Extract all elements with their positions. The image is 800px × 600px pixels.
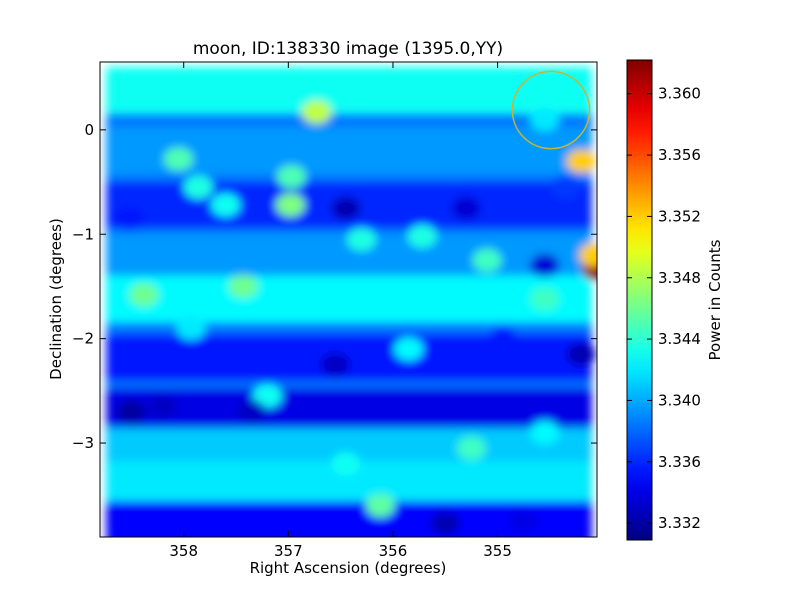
y-tick-label: −1 xyxy=(72,225,94,243)
heatmap-blob xyxy=(116,400,147,424)
heatmap-blob xyxy=(252,384,283,408)
heatmap-blob xyxy=(114,206,144,231)
heatmap-blob xyxy=(183,175,214,199)
x-axis-ticks: 358 357 356 355 xyxy=(169,62,512,560)
y-tick-label: −2 xyxy=(72,330,94,348)
colorbar: 3.332 3.336 3.340 3.344 3.348 3.352 3.356 3.360… xyxy=(626,59,724,541)
heatmap-blob xyxy=(394,337,424,361)
colorbar-tick-label: 3.352 xyxy=(658,207,701,225)
colorbar-tick-label: 3.344 xyxy=(658,330,701,348)
heatmap-blob xyxy=(509,509,539,534)
heatmap-blob xyxy=(472,248,502,273)
colorbar-tick-label: 3.340 xyxy=(658,391,701,409)
heatmap-blob xyxy=(456,436,487,460)
heatmap-blob xyxy=(530,253,560,278)
x-axis-label: Right Ascension (degrees) xyxy=(250,559,447,577)
plot-frame xyxy=(99,61,598,538)
heatmap-band xyxy=(106,334,592,381)
heatmap-blob xyxy=(566,342,596,367)
heatmap-blob xyxy=(129,283,159,307)
heatmap-blob xyxy=(530,287,560,311)
y-axis-ticks: 0 −1 −2 −3 xyxy=(72,121,597,452)
heatmap-blob xyxy=(451,196,481,220)
heatmap-blob xyxy=(550,175,581,199)
heatmap-blob xyxy=(210,193,241,217)
heatmap xyxy=(106,66,597,537)
colorbar-label: Power in Counts xyxy=(706,239,724,360)
x-tick-label: 358 xyxy=(169,542,198,560)
colorbar-ticks: 3.332 3.336 3.340 3.344 3.348 3.352 3.356 3.360 xyxy=(627,85,701,532)
colorbar-tick-label: 3.336 xyxy=(658,453,701,471)
y-tick-label: 0 xyxy=(84,121,94,139)
colorbar-tick-label: 3.332 xyxy=(658,514,701,532)
heatmap-blob xyxy=(365,493,396,518)
colorbar-tick-label: 3.348 xyxy=(658,269,701,287)
heatmap-blob xyxy=(566,149,596,173)
heatmap-blob xyxy=(530,107,560,132)
heatmap-blob xyxy=(148,394,178,419)
y-tick-label: −3 xyxy=(72,434,94,452)
heatmap-blob xyxy=(176,316,206,340)
x-tick-label: 357 xyxy=(274,542,303,560)
colorbar-tick-label: 3.356 xyxy=(658,146,701,164)
heatmap-blob xyxy=(430,511,460,536)
heatmap-blob xyxy=(275,193,306,217)
heatmap-blob xyxy=(346,227,377,252)
heatmap-blob xyxy=(331,196,361,220)
heatmap-blob xyxy=(301,100,332,124)
heatmap-blob xyxy=(163,147,194,171)
heatmap-field xyxy=(106,66,597,537)
colorbar-gradient xyxy=(627,60,652,540)
heatmap-blob xyxy=(237,400,267,424)
x-tick-label: 356 xyxy=(379,542,408,560)
heatmap-blob xyxy=(228,274,258,299)
plot-area: 358 357 356 355 0 −1 −2 −3 xyxy=(72,61,598,560)
colorbar-frame xyxy=(626,59,653,541)
heatmap-blob xyxy=(530,420,560,445)
annotations xyxy=(511,70,591,150)
heatmap-blob xyxy=(488,326,518,351)
y-axis-label: Declination (degrees) xyxy=(47,218,65,380)
heatmap-blob xyxy=(407,224,437,249)
x-tick-label: 355 xyxy=(483,542,512,560)
heatmap-band xyxy=(106,66,592,114)
colorbar-tick-label: 3.360 xyxy=(658,85,701,103)
annotation-circle xyxy=(511,70,591,150)
chart-title: moon, ID:138330 image (1395.0,YY) xyxy=(193,39,503,59)
heatmap-band xyxy=(106,275,592,323)
heatmap-blob xyxy=(579,243,597,267)
heatmap-blob xyxy=(276,165,307,189)
heatmap-band xyxy=(106,388,592,436)
heatmap-blob xyxy=(331,452,361,476)
heatmap-blob xyxy=(320,353,351,377)
